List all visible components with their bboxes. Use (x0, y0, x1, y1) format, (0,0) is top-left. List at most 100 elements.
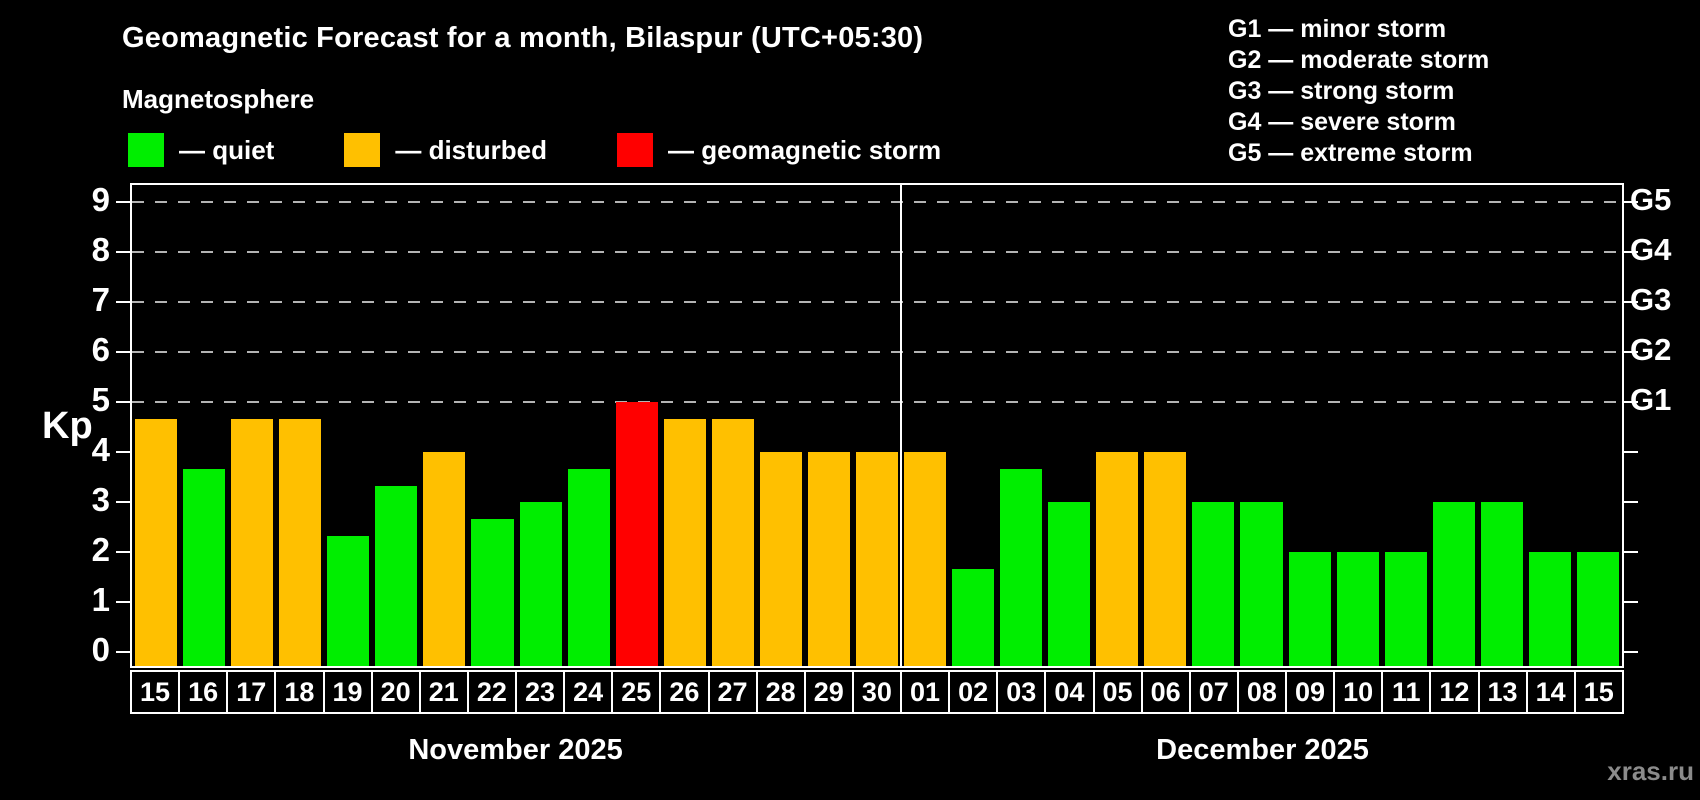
y-tick-right-8 (1624, 251, 1638, 253)
y-tick-left-3 (116, 501, 130, 503)
date-label-dec-11: 11 (1381, 670, 1432, 714)
bar-dec-12 (1432, 502, 1475, 666)
y-tick-left-7 (116, 301, 130, 303)
y-tick-label-8: 8 (91, 231, 110, 268)
y-tick-right-4 (1624, 451, 1638, 453)
g-axis-label-g5: G5 (1630, 182, 1672, 217)
y-tick-label-9: 9 (91, 181, 110, 218)
date-label-dec-13: 13 (1477, 670, 1528, 714)
y-tick-left-6 (116, 351, 130, 353)
y-tick-label-6: 6 (91, 331, 110, 368)
y-tick-left-8 (116, 251, 130, 253)
chart-title: Geomagnetic Forecast for a month, Bilasp… (122, 22, 924, 54)
bar-nov-16 (183, 468, 226, 666)
bar-dec-02 (952, 568, 995, 666)
gridline-kp-9 (132, 201, 1622, 203)
status-legend: — quiet — disturbed — geomagnetic storm (128, 133, 941, 167)
bar-nov-24 (567, 468, 610, 666)
bar-dec-09 (1288, 552, 1331, 666)
bar-nov-18 (279, 418, 322, 666)
bar-nov-17 (231, 418, 274, 666)
date-label-dec-08: 08 (1236, 670, 1287, 714)
y-tick-right-7 (1624, 301, 1638, 303)
gridline-kp-8 (132, 251, 1622, 253)
gridline-kp-5 (132, 401, 1622, 403)
date-label-dec-04: 04 (1044, 670, 1095, 714)
y-tick-label-2: 2 (91, 531, 110, 568)
y-tick-left-5 (116, 401, 130, 403)
y-tick-right-1 (1624, 601, 1638, 603)
y-axis-label: Kp (42, 405, 93, 447)
storm-swatch-icon (617, 133, 654, 167)
date-label-nov-22: 22 (466, 670, 517, 714)
bar-dec-15 (1576, 552, 1619, 666)
y-tick-left-9 (116, 201, 130, 203)
bar-nov-21 (423, 452, 466, 666)
date-label-dec-03: 03 (996, 670, 1047, 714)
y-tick-left-0 (116, 651, 130, 653)
g-scale-line-g1: G1 — minor storm (1228, 15, 1447, 43)
bar-dec-04 (1048, 502, 1091, 666)
date-axis-row: 15 16 17 18 19 20 21 22 23 24 25 26 27 28 29 30 01 02 03 04… (130, 670, 1624, 714)
bar-dec-13 (1480, 502, 1523, 666)
date-label-dec-15: 15 (1573, 670, 1624, 714)
bar-dec-03 (1000, 468, 1043, 666)
g-scale-legend: G1 — minor storm G2 — moderate storm G3 — … (1228, 14, 1489, 169)
date-label-dec-01: 01 (900, 670, 951, 714)
bar-nov-29 (807, 452, 850, 666)
month-label-nov: November 2025 (408, 734, 623, 766)
y-tick-left-2 (116, 551, 130, 553)
date-label-nov-25: 25 (611, 670, 662, 714)
bar-dec-10 (1336, 552, 1379, 666)
date-label-nov-27: 27 (707, 670, 758, 714)
y-tick-left-4 (116, 451, 130, 453)
bar-dec-11 (1384, 552, 1427, 666)
date-label-nov-16: 16 (178, 670, 229, 714)
bar-nov-19 (327, 535, 370, 666)
bar-nov-15 (135, 418, 178, 666)
y-tick-label-4: 4 (91, 431, 110, 468)
y-tick-right-5 (1624, 401, 1638, 403)
legend-label-quiet: — quiet (179, 134, 275, 165)
g-scale-line-g4: G4 — severe storm (1228, 108, 1456, 136)
bar-nov-26 (663, 418, 706, 666)
y-tick-right-2 (1624, 551, 1638, 553)
g-scale-line-g3: G3 — strong storm (1228, 77, 1455, 105)
bar-nov-22 (471, 518, 514, 666)
date-label-dec-06: 06 (1140, 670, 1191, 714)
y-tick-right-6 (1624, 351, 1638, 353)
date-label-dec-09: 09 (1285, 670, 1336, 714)
bar-nov-28 (759, 452, 802, 666)
y-tick-label-1: 1 (91, 581, 110, 618)
date-label-nov-20: 20 (370, 670, 421, 714)
disturbed-swatch-icon (344, 133, 381, 167)
quiet-swatch-icon (128, 133, 164, 167)
bar-dec-08 (1240, 502, 1283, 666)
date-label-nov-28: 28 (755, 670, 806, 714)
gridline-kp-6 (132, 351, 1622, 353)
plot-area: 0 1 2 3 4 5 6 7 8 9 G1 G2 G3 G4 G5 (92, 181, 1671, 668)
legend-label-disturbed: — disturbed (395, 134, 548, 165)
y-tick-label-0: 0 (91, 631, 110, 668)
bar-dec-07 (1192, 502, 1235, 666)
date-label-nov-24: 24 (563, 670, 614, 714)
y-tick-label-7: 7 (91, 281, 110, 318)
date-label-nov-19: 19 (322, 670, 373, 714)
g-scale-line-g5: G5 — extreme storm (1228, 139, 1473, 167)
date-label-dec-07: 07 (1188, 670, 1239, 714)
bar-nov-20 (375, 485, 418, 666)
y-tick-right-0 (1624, 651, 1638, 653)
legend-item-disturbed: — disturbed (344, 133, 547, 167)
gridline-kp-7 (132, 301, 1622, 303)
date-label-nov-18: 18 (274, 670, 325, 714)
legend-item-storm: — geomagnetic storm (617, 133, 941, 167)
date-label-dec-14: 14 (1525, 670, 1576, 714)
date-label-nov-15: 15 (130, 670, 181, 714)
y-tick-right-3 (1624, 501, 1638, 503)
g-axis-label-g1: G1 (1630, 382, 1672, 417)
date-label-dec-02: 02 (948, 670, 999, 714)
y-tick-label-3: 3 (91, 481, 110, 518)
date-label-dec-12: 12 (1429, 670, 1480, 714)
g-axis-label-g2: G2 (1630, 332, 1672, 367)
